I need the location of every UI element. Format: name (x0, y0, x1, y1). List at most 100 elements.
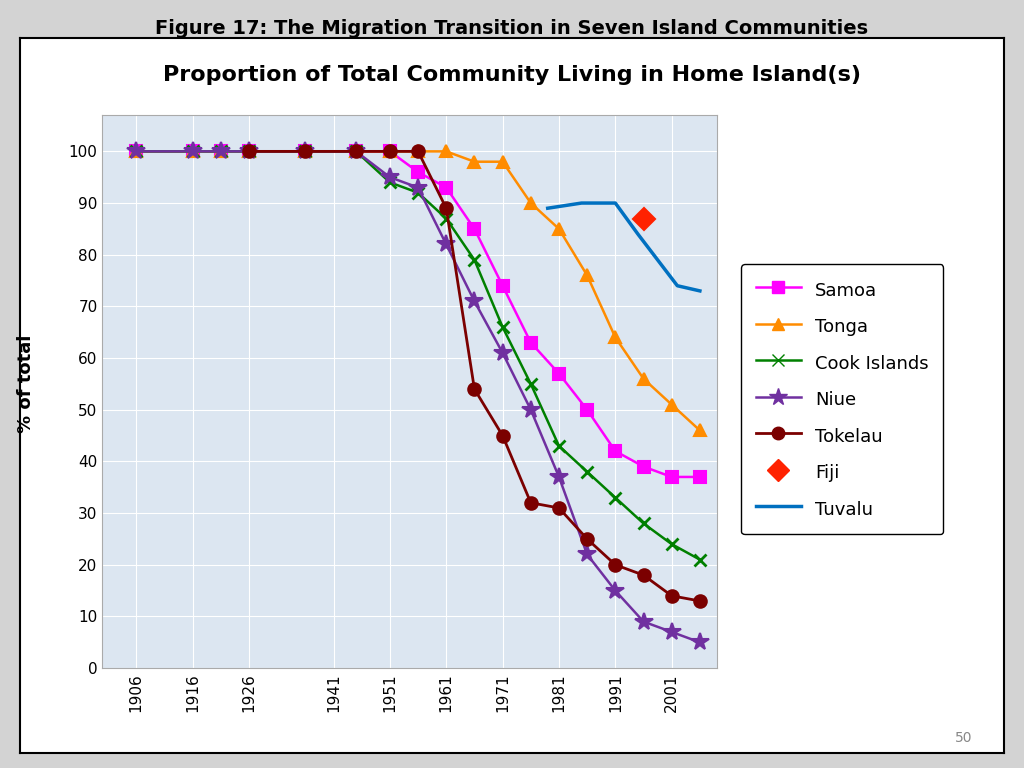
Cook Islands (412, 188, 424, 197)
Text: Proportion of Total Community Living in Home Island(s): Proportion of Total Community Living in … (163, 65, 861, 85)
Cook Islands (666, 540, 678, 549)
Tuvalu (693, 286, 706, 296)
Cook Islands (130, 147, 142, 156)
Samoa (412, 167, 424, 177)
Samoa (553, 369, 565, 378)
Samoa (186, 147, 199, 156)
Tonga (553, 224, 565, 233)
Text: 50: 50 (955, 731, 973, 745)
Tonga (350, 147, 362, 156)
Niue (468, 296, 480, 306)
Niue (693, 637, 706, 647)
Cook Islands (553, 442, 565, 451)
Text: % of total: % of total (16, 335, 35, 433)
Tokelau (468, 385, 480, 394)
Tonga (384, 147, 396, 156)
Tonga (412, 147, 424, 156)
Tokelau (524, 498, 537, 508)
Samoa (693, 472, 706, 482)
Samoa (440, 183, 453, 192)
Niue (130, 147, 142, 156)
Tokelau (243, 147, 255, 156)
Tuvalu (671, 281, 683, 290)
Tonga (186, 147, 199, 156)
Cook Islands (468, 255, 480, 264)
Tonga (468, 157, 480, 167)
Cook Islands (440, 214, 453, 223)
Line: Cook Islands: Cook Islands (130, 145, 707, 566)
Cook Islands (637, 519, 649, 528)
Tokelau (693, 597, 706, 606)
Text: Figure 17: The Migration Transition in Seven Island Communities: Figure 17: The Migration Transition in S… (156, 19, 868, 38)
Line: Tuvalu: Tuvalu (548, 203, 699, 291)
Samoa (243, 147, 255, 156)
Tonga (215, 147, 227, 156)
Samoa (215, 147, 227, 156)
Tokelau (553, 503, 565, 512)
Tokelau (609, 560, 622, 569)
Tonga (581, 271, 593, 280)
Niue (666, 627, 678, 637)
Niue (215, 147, 227, 156)
Niue (637, 617, 649, 626)
Samoa (609, 446, 622, 455)
Tonga (609, 333, 622, 342)
Tonga (524, 198, 537, 207)
Line: Tokelau: Tokelau (243, 145, 707, 607)
Legend: Samoa, Tonga, Cook Islands, Niue, Tokelau, Fiji, Tuvalu: Samoa, Tonga, Cook Islands, Niue, Tokela… (741, 264, 943, 535)
Tonga (243, 147, 255, 156)
Tokelau (299, 147, 311, 156)
Tuvalu (632, 230, 644, 239)
Cook Islands (350, 147, 362, 156)
Tonga (693, 425, 706, 435)
Tonga (299, 147, 311, 156)
Samoa (666, 472, 678, 482)
Tokelau (350, 147, 362, 156)
Tokelau (497, 431, 509, 440)
Niue (243, 147, 255, 156)
Samoa (637, 462, 649, 472)
Cook Islands (609, 493, 622, 502)
Samoa (468, 224, 480, 233)
Tokelau (637, 571, 649, 580)
Tonga (666, 400, 678, 409)
Tonga (637, 374, 649, 383)
Niue (440, 240, 453, 249)
Tonga (497, 157, 509, 167)
Cook Islands (215, 147, 227, 156)
Cook Islands (497, 323, 509, 332)
Line: Samoa: Samoa (131, 146, 706, 482)
Tonga (130, 147, 142, 156)
Tokelau (581, 535, 593, 544)
Samoa (350, 147, 362, 156)
Niue (186, 147, 199, 156)
Niue (412, 183, 424, 192)
Niue (299, 147, 311, 156)
Samoa (497, 281, 509, 290)
Tonga (440, 147, 453, 156)
Cook Islands (581, 467, 593, 476)
Cook Islands (384, 177, 396, 187)
Niue (581, 550, 593, 559)
Cook Islands (524, 379, 537, 389)
Niue (384, 173, 396, 182)
Cook Islands (186, 147, 199, 156)
Tuvalu (542, 204, 554, 213)
Samoa (130, 147, 142, 156)
Samoa (581, 406, 593, 415)
Tokelau (384, 147, 396, 156)
Cook Islands (299, 147, 311, 156)
Line: Tonga: Tonga (131, 146, 706, 436)
Cook Islands (243, 147, 255, 156)
Cook Islands (693, 555, 706, 564)
Niue (553, 472, 565, 482)
Tokelau (440, 204, 453, 213)
Tokelau (666, 591, 678, 601)
Niue (609, 586, 622, 595)
Niue (497, 349, 509, 358)
Tokelau (412, 147, 424, 156)
Tuvalu (609, 198, 622, 207)
Line: Niue: Niue (127, 142, 709, 651)
Niue (350, 147, 362, 156)
Tuvalu (575, 198, 588, 207)
